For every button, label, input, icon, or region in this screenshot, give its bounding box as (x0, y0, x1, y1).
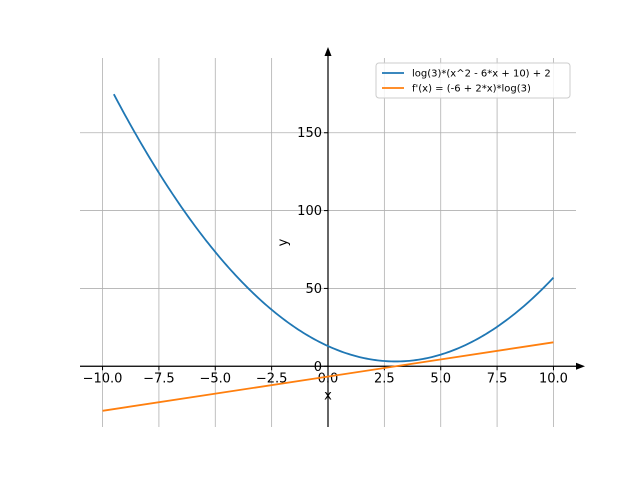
x-axis-label: x (324, 388, 332, 403)
legend-label: f'(x) = (-6 + 2*x)*log(3) (412, 84, 531, 95)
y-axis-arrow (324, 47, 332, 56)
legend: log(3)*(x^2 - 6*x + 10) + 2 f'(x) = (-6 +… (375, 62, 571, 99)
x-axis-arrow (576, 362, 585, 370)
series-line-1 (113, 93, 555, 363)
legend-box (375, 62, 571, 99)
x-tick-label: 10.0 (539, 371, 568, 386)
y-tick-label: 0 (314, 360, 322, 375)
x-tick-label: −10.0 (83, 371, 123, 386)
y-tick-label: 50 (305, 282, 322, 297)
x-tick-label: 2.5 (374, 371, 395, 386)
x-tick-label: −5.0 (199, 371, 231, 386)
y-axis-label: y (276, 238, 291, 246)
x-tick-label: 5.0 (430, 371, 451, 386)
legend-label: log(3)*(x^2 - 6*x + 10) + 2 (412, 69, 551, 80)
axis-layer: −10.0 −7.5 −5.0 −2.5 0.0 2.5 5.0 7.5 10.00501001… (80, 47, 585, 427)
x-tick-label: 7.5 (487, 371, 508, 386)
series-line-2 (102, 341, 554, 412)
series-layer (102, 93, 555, 412)
y-tick-label: 100 (297, 204, 322, 219)
x-tick-label: −2.5 (256, 371, 288, 386)
x-tick-label: −7.5 (143, 371, 175, 386)
y-tick-label: 150 (297, 126, 322, 141)
